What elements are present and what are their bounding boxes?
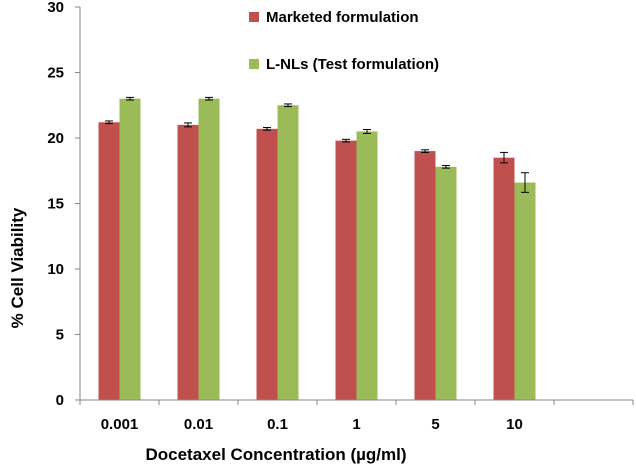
legend-swatch-marketed [249,12,259,22]
bar [177,124,199,401]
bar [493,157,515,400]
legend: Marketed formulation L-NLs (Test formula… [249,9,439,73]
x-tick-label: 1 [352,416,360,433]
legend-swatch-lnls [249,59,259,69]
bar [119,98,141,400]
bar [277,105,299,400]
bar [414,151,436,400]
bar [198,98,220,400]
y-tick-label: 25 [47,65,64,82]
bar [256,128,278,400]
x-tick-label: 0.001 [101,416,139,433]
x-axis-title: Docetaxel Concentration (µg/ml) [145,445,406,464]
bars-group [98,98,536,401]
legend-label-lnls: L-NLs (Test formulation) [266,56,439,73]
bar [514,182,536,400]
bar [435,166,457,400]
x-ticks-group: 0.001 0.01 0.1 1 5 10 [79,400,634,433]
y-tick-label: 15 [47,196,64,213]
error-bars-group [105,96,529,193]
x-tick-label: 10 [506,416,523,433]
x-tick-label: 0.01 [184,416,213,433]
y-tick-label: 0 [56,392,64,409]
x-tick-label: 5 [431,416,439,433]
bar [356,131,378,400]
y-ticks-group: 0 5 10 15 20 25 30 [47,0,80,409]
y-axis-title: % Cell Viability [8,207,27,328]
bar [335,140,357,400]
bar [98,122,120,400]
y-tick-label: 10 [47,261,64,278]
x-tick-label: 0.1 [267,416,288,433]
y-tick-label: 5 [56,327,64,344]
y-tick-label: 20 [47,130,64,147]
y-tick-label: 30 [47,0,64,16]
legend-label-marketed: Marketed formulation [266,9,419,26]
